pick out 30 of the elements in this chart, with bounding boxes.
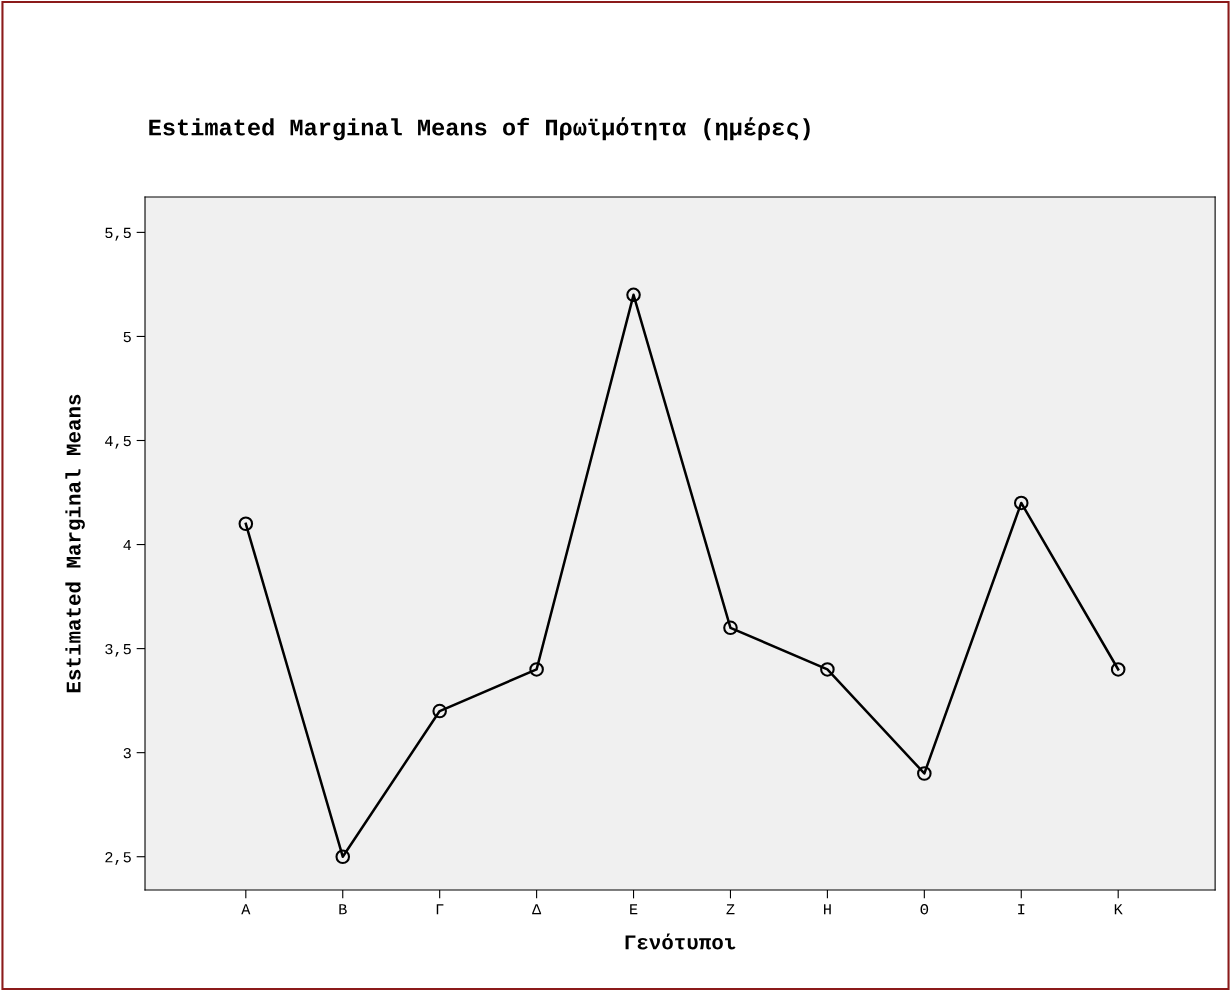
point <box>820 662 835 677</box>
point <box>432 703 447 719</box>
y-tick-label: 3,5 <box>105 643 131 657</box>
x-tick-label: Ε <box>630 904 638 915</box>
x-tick-label: Η <box>824 904 831 915</box>
chart-title: Estimated Marginal Means of Πρωϊμότητα (ημέρες) <box>149 117 810 141</box>
point <box>335 849 351 865</box>
x-axis-title: Γενότυποι <box>625 933 736 950</box>
x-tick-label: Ζ <box>726 904 735 915</box>
y-tick-label: 4 <box>123 540 132 551</box>
x-tick-label: Γ <box>436 904 444 915</box>
point <box>1110 662 1126 677</box>
y-axis-title: Estimated Marginal Means <box>65 394 85 693</box>
point <box>626 287 641 303</box>
x-tick-label: Θ <box>920 904 929 915</box>
x-tick-label: Κ <box>1114 904 1123 915</box>
point <box>529 662 544 677</box>
point <box>723 620 738 636</box>
point <box>238 516 254 532</box>
x-tick-label: Δ <box>532 904 542 915</box>
y-tick-label: 5 <box>123 331 131 343</box>
y-tick-label: 3 <box>123 747 131 759</box>
point <box>917 766 932 781</box>
y-tick-label: 4,5 <box>105 435 131 449</box>
x-tick-label: Ι <box>1018 904 1025 915</box>
y-tick-label: 2,5 <box>105 852 131 865</box>
x-tick-label: Α <box>241 904 251 915</box>
point <box>1013 495 1029 511</box>
x-tick-label: Β <box>339 904 347 915</box>
y-tick-label: 5,5 <box>105 227 131 241</box>
